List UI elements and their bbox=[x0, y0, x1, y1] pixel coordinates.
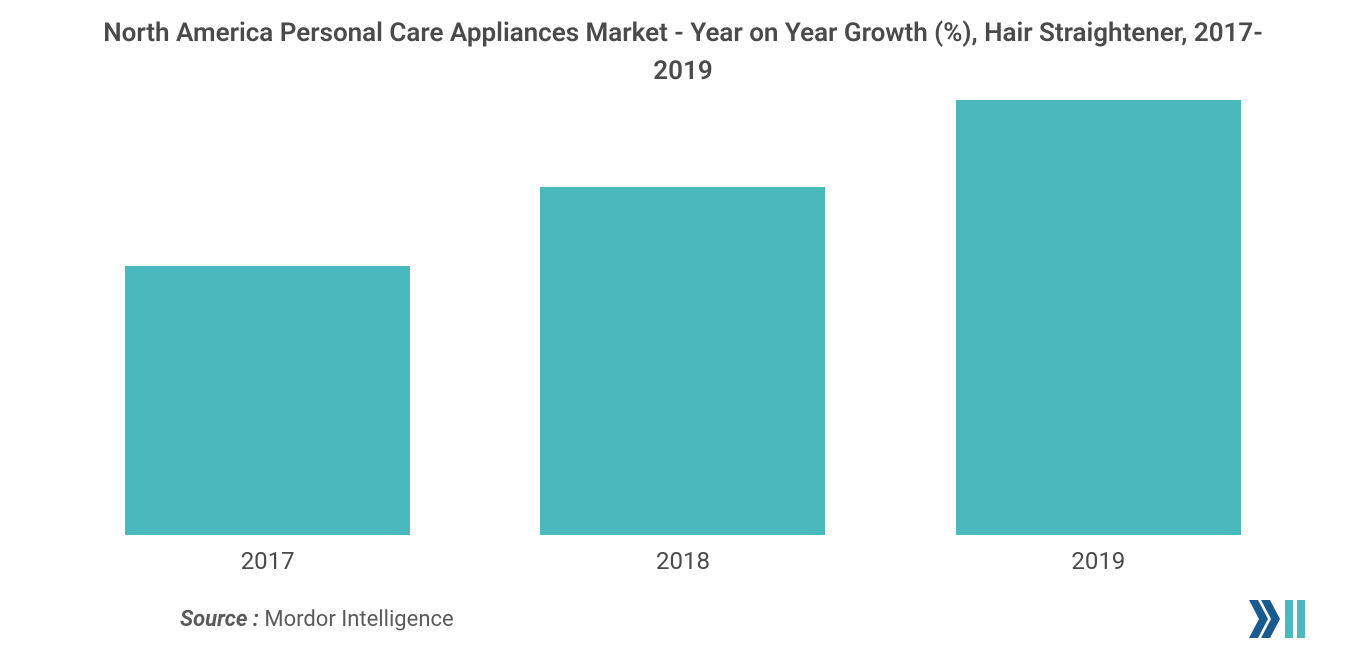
source-label: Source : bbox=[180, 607, 259, 632]
x-label-0: 2017 bbox=[60, 547, 475, 575]
x-label-1: 2018 bbox=[475, 547, 890, 575]
x-label-2: 2019 bbox=[891, 547, 1306, 575]
chart-title: North America Personal Care Appliances M… bbox=[0, 15, 1366, 90]
bar-group-1 bbox=[475, 100, 890, 535]
source-value: Mordor Intelligence bbox=[259, 607, 454, 632]
bar-2 bbox=[956, 100, 1241, 535]
footer: Source : Mordor Intelligence bbox=[0, 600, 1366, 660]
bar-1 bbox=[540, 187, 825, 535]
chart-container: North America Personal Care Appliances M… bbox=[0, 0, 1366, 655]
bar-group-0 bbox=[60, 100, 475, 535]
bar-group-2 bbox=[891, 100, 1306, 535]
plot-area bbox=[0, 100, 1366, 535]
mordor-logo-icon bbox=[1249, 600, 1311, 638]
source-attribution: Source : Mordor Intelligence bbox=[180, 607, 454, 632]
x-axis: 2017 2018 2019 bbox=[0, 535, 1366, 575]
bar-0 bbox=[125, 266, 410, 536]
